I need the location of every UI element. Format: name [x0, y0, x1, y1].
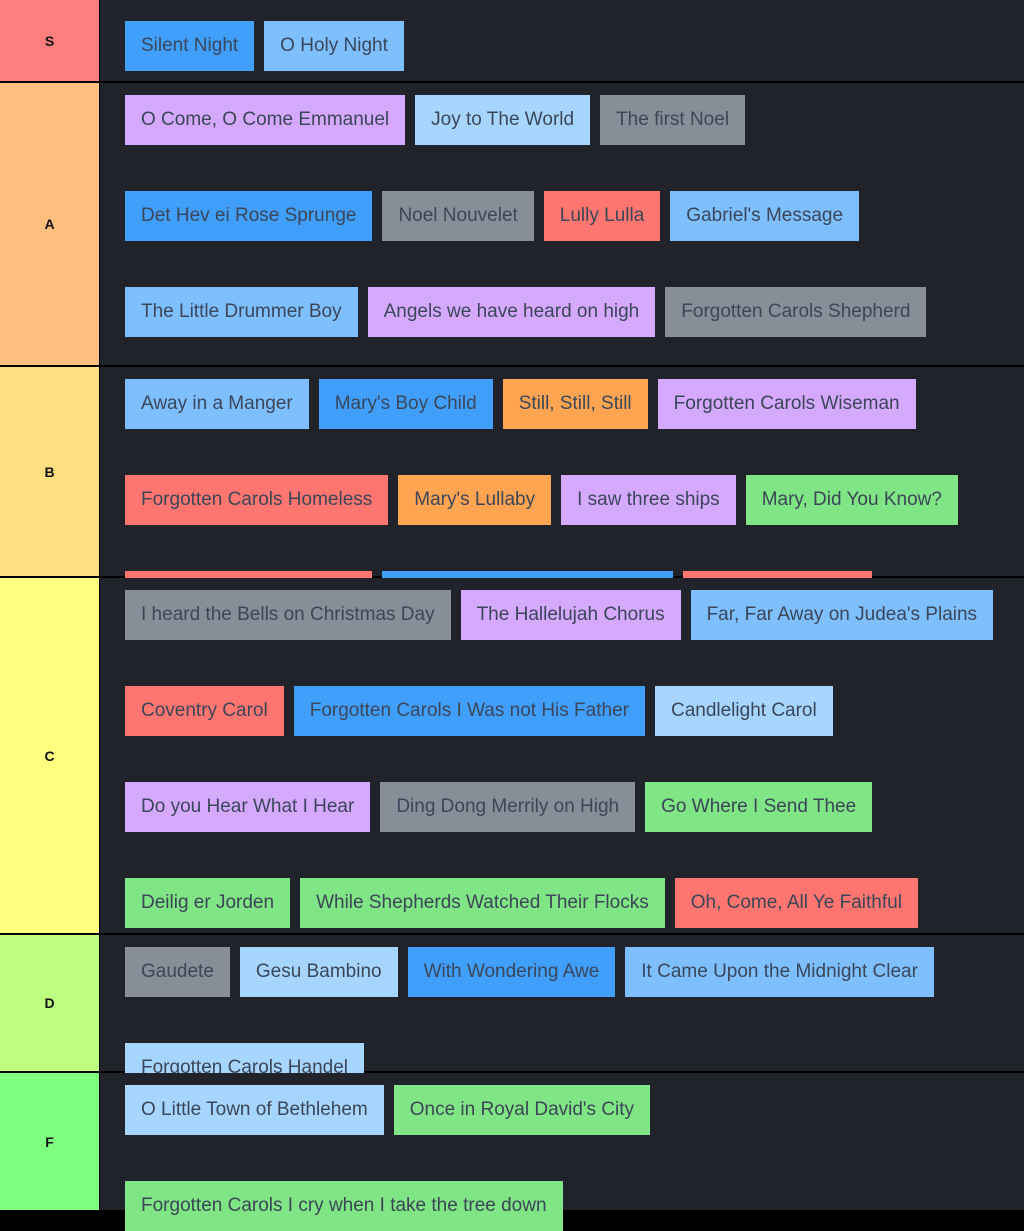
tier-item[interactable]: Forgotten Carols Shepherd	[665, 287, 927, 337]
tier-row-c: C I heard the Bells on Christmas Day The…	[0, 578, 1024, 1024]
tier-item[interactable]: Go Where I Send Thee	[645, 782, 873, 832]
tier-item[interactable]: Gesu Bambino	[239, 947, 398, 997]
tier-items-f[interactable]: O Little Town of Bethlehem Once in Royal…	[100, 1073, 1024, 1231]
tier-item[interactable]: Mary's Boy Child	[318, 379, 493, 429]
tier-item[interactable]: The first Noel	[600, 95, 746, 145]
tier-items-s[interactable]: Silent Night O Holy Night	[100, 0, 1024, 81]
tier-item[interactable]: Forgotten Carols I Was not His Father	[293, 686, 645, 736]
tier-item[interactable]: Far, Far Away on Judea's Plains	[690, 590, 994, 640]
tier-item[interactable]: Forgotten Carols I cry when I take the t…	[125, 1181, 563, 1231]
tier-label-b[interactable]: B	[0, 367, 100, 576]
tier-item[interactable]: Coventry Carol	[125, 686, 284, 736]
tier-items-b[interactable]: Away in a Manger Mary's Boy Child Still,…	[100, 367, 1024, 621]
tier-item[interactable]: Still, Still, Still	[502, 379, 648, 429]
tier-item[interactable]: Oh, Come, All Ye Faithful	[674, 878, 918, 928]
tier-label-a[interactable]: A	[0, 83, 100, 365]
tier-item[interactable]: With Wondering Awe	[407, 947, 616, 997]
tier-label-d[interactable]: D	[0, 935, 100, 1071]
tier-item[interactable]: Forgotten Carols Homeless	[125, 475, 389, 525]
tier-item[interactable]: Joy to The World	[415, 95, 591, 145]
tier-label-c[interactable]: C	[0, 578, 100, 933]
tier-row-d: D Gaudete Gesu Bambino With Wondering Aw…	[0, 935, 1024, 1093]
tier-items-c[interactable]: I heard the Bells on Christmas Day The H…	[100, 578, 1024, 1024]
tier-item[interactable]: Gabriel's Message	[670, 191, 860, 241]
tier-item[interactable]: O Little Town of Bethlehem	[125, 1085, 384, 1135]
tier-item[interactable]: Once in Royal David's City	[393, 1085, 651, 1135]
tier-item[interactable]: O Come, O Come Emmanuel	[125, 95, 406, 145]
tier-item[interactable]: Lully Lulla	[543, 191, 661, 241]
tier-item[interactable]: I saw three ships	[561, 475, 736, 525]
tier-row-s: S Silent Night O Holy Night	[0, 0, 1024, 83]
tier-row-b: B Away in a Manger Mary's Boy Child Stil…	[0, 367, 1024, 621]
tier-label-s[interactable]: S	[0, 0, 100, 81]
tier-item[interactable]: Forgotten Carols Wiseman	[657, 379, 916, 429]
tier-item[interactable]: Noel Nouvelet	[382, 191, 534, 241]
tier-item[interactable]: Gaudete	[125, 947, 230, 997]
tier-label-f[interactable]: F	[0, 1073, 100, 1210]
tier-item[interactable]: Ding Dong Merrily on High	[380, 782, 636, 832]
tier-items-a[interactable]: O Come, O Come Emmanuel Joy to The World…	[100, 83, 1024, 433]
tier-item[interactable]: While Shepherds Watched Their Flocks	[300, 878, 665, 928]
tier-items-d[interactable]: Gaudete Gesu Bambino With Wondering Awe …	[100, 935, 1024, 1093]
tier-item[interactable]: Silent Night	[125, 21, 255, 71]
tier-item[interactable]: Mary, Did You Know?	[745, 475, 958, 525]
tier-item[interactable]: The Hallelujah Chorus	[460, 590, 681, 640]
tier-item[interactable]: Deilig er Jorden	[125, 878, 291, 928]
tier-item[interactable]: Mary's Lullaby	[398, 475, 552, 525]
tier-item[interactable]: O Holy Night	[264, 21, 404, 71]
tier-item[interactable]: Det Hev ei Rose Sprunge	[125, 191, 373, 241]
tier-item[interactable]: Candlelight Carol	[654, 686, 833, 736]
tier-item[interactable]: Away in a Manger	[125, 379, 309, 429]
tier-item[interactable]: It Came Upon the Midnight Clear	[625, 947, 934, 997]
tier-item[interactable]: The Little Drummer Boy	[125, 287, 358, 337]
tier-row-f: F O Little Town of Bethlehem Once in Roy…	[0, 1073, 1024, 1231]
tier-row-a: A O Come, O Come Emmanuel Joy to The Wor…	[0, 83, 1024, 433]
tier-item[interactable]: I heard the Bells on Christmas Day	[125, 590, 451, 640]
tier-item[interactable]: Angels we have heard on high	[367, 287, 656, 337]
tier-item[interactable]: Do you Hear What I Hear	[125, 782, 371, 832]
